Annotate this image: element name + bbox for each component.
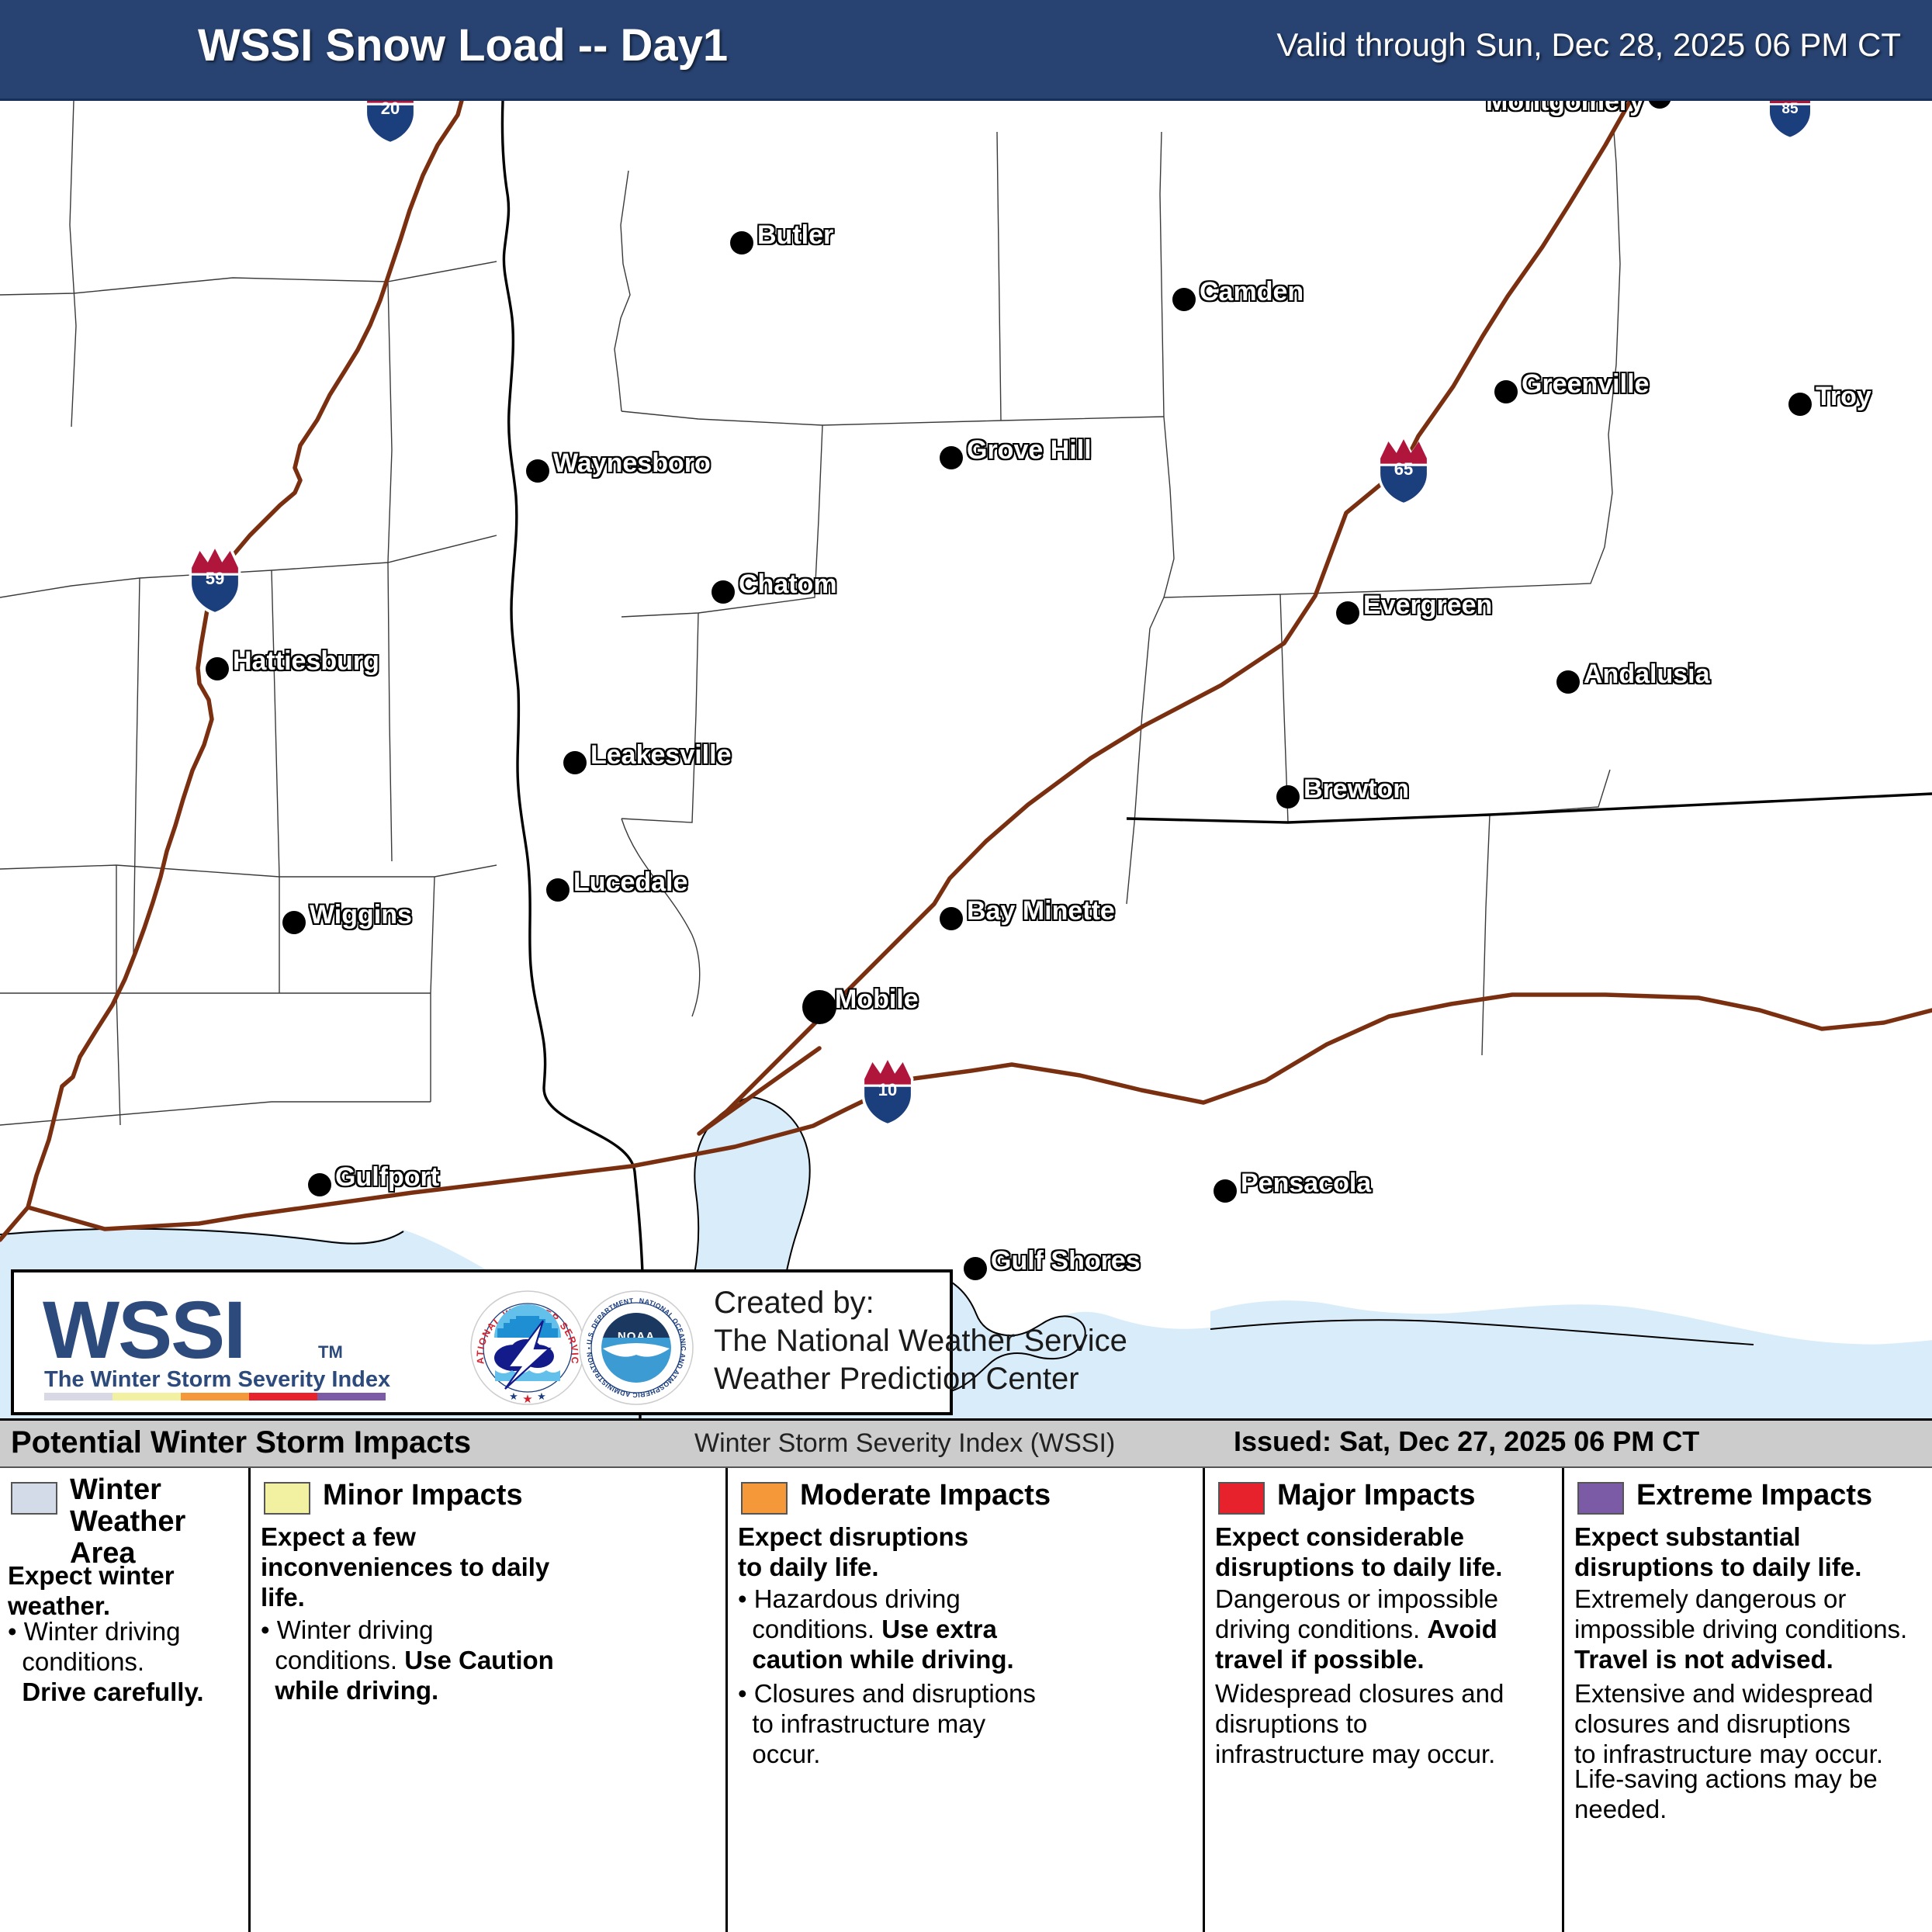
svg-text:85: 85	[1781, 101, 1799, 117]
svg-text:59: 59	[206, 569, 224, 588]
svg-text:★: ★	[537, 1390, 546, 1402]
svg-text:10: 10	[878, 1080, 897, 1099]
svg-text:WSSI: WSSI	[43, 1285, 244, 1376]
svg-text:★: ★	[509, 1390, 518, 1402]
svg-text:TM: TM	[318, 1342, 343, 1362]
svg-text:The Winter Storm Severity Inde: The Winter Storm Severity Index	[44, 1367, 390, 1392]
svg-text:★: ★	[522, 1393, 532, 1406]
svg-text:20: 20	[381, 99, 400, 118]
svg-text:65: 65	[1394, 459, 1413, 479]
